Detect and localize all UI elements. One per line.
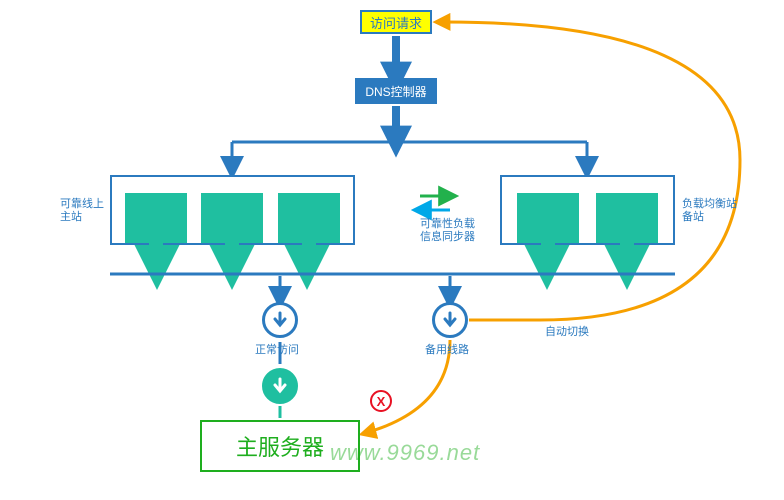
x-badge: X	[370, 390, 392, 412]
dns-controller-label: DNS控制器	[365, 83, 426, 100]
circle-teal	[262, 368, 298, 404]
server-box	[278, 193, 340, 243]
left-cluster	[110, 175, 355, 245]
left-cluster-label: 可靠线上 主站	[60, 198, 104, 224]
main-server-label: 主服务器	[236, 430, 324, 462]
circle-backup-label: 备用线路	[425, 344, 469, 357]
right-cluster	[500, 175, 675, 245]
watermark: www.9969.net	[330, 440, 480, 466]
redirect-label: 自动切换	[545, 326, 589, 339]
right-cluster-label: 负载均衡站 备站	[682, 198, 737, 224]
circle-main-label: 正常访问	[255, 344, 299, 357]
access-request-label: 访问请求	[370, 13, 422, 32]
circle-main	[262, 302, 298, 338]
node-access-request: 访问请求	[360, 10, 432, 34]
server-box	[596, 193, 658, 243]
sync-label: 可靠性负载 信息同步器	[420, 218, 475, 244]
server-box	[125, 193, 187, 243]
node-dns-controller: DNS控制器	[355, 78, 437, 104]
x-badge-label: X	[377, 394, 386, 409]
orange-feedback-path	[436, 22, 740, 320]
server-box	[201, 193, 263, 243]
server-box	[517, 193, 579, 243]
circle-backup	[432, 302, 468, 338]
